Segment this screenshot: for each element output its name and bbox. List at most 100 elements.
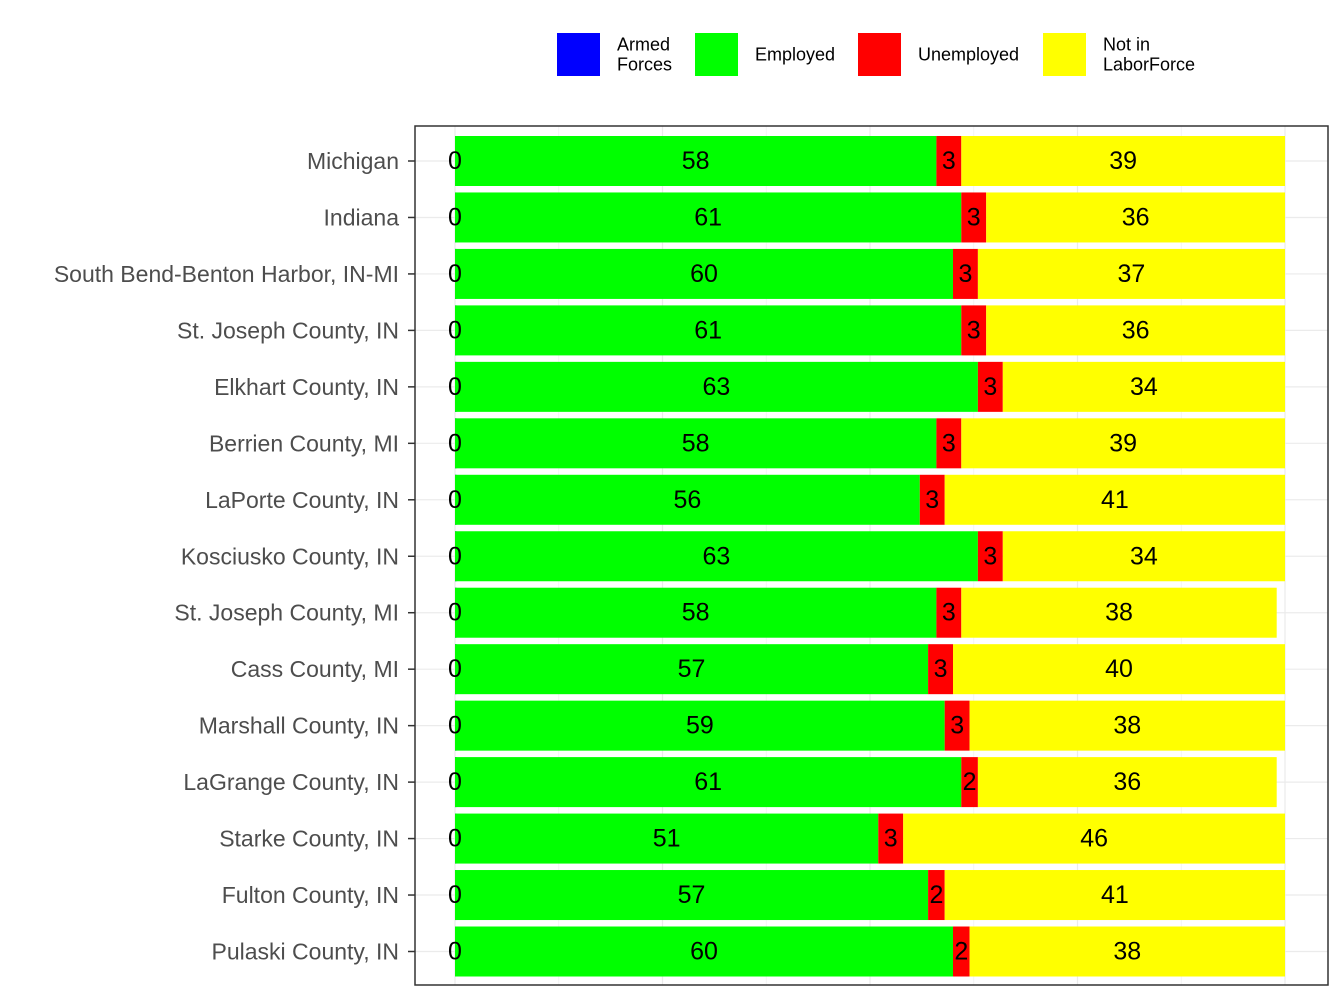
data-label-not-in-laborforce-laporte-county-in: 41 bbox=[1101, 486, 1129, 514]
bar-not-in-laborforce-michigan bbox=[961, 136, 1285, 186]
bar-unemployed-pulaski-county-in bbox=[953, 926, 970, 977]
bar-unemployed-cass-county-mi bbox=[928, 644, 953, 695]
bar-unemployed-lagrange-county-in bbox=[961, 757, 978, 808]
y-axis: Michigan Indiana South Bend-Benton Harbor,… bbox=[54, 148, 415, 965]
bar-employed-lagrange-county-in bbox=[455, 757, 962, 808]
data-label-not-in-laborforce-berrien-county-mi: 39 bbox=[1109, 429, 1137, 457]
data-label-employed-starke-county-in: 51 bbox=[653, 825, 681, 853]
y-tick-label-fulton-county-in: Fulton County, IN bbox=[222, 882, 399, 908]
bar-unemployed-michigan bbox=[936, 136, 962, 186]
data-label-armed-forces-fulton-county-in: 0 bbox=[448, 881, 462, 909]
legend-label-armed-forces: Forces bbox=[617, 55, 672, 75]
bar-unemployed-elkhart-county-in bbox=[977, 361, 1003, 412]
data-label-employed-lagrange-county-in: 61 bbox=[694, 768, 722, 796]
data-label-employed-kosciusko-county-in: 63 bbox=[703, 542, 731, 570]
legend-label-not-in-laborforce: Not in bbox=[1103, 35, 1150, 55]
bar-not-in-laborforce-elkhart-county-in bbox=[1002, 361, 1285, 412]
bar-employed-starke-county-in bbox=[455, 813, 879, 864]
data-label-unemployed-indiana: 3 bbox=[967, 203, 981, 231]
legend-key-not-in-laborforce bbox=[1043, 33, 1086, 76]
bar-employed-pulaski-county-in bbox=[455, 926, 953, 977]
data-label-employed-indiana: 61 bbox=[694, 203, 722, 231]
legend-key-unemployed bbox=[858, 33, 901, 76]
y-tick-label-kosciusko-county-in: Kosciusko County, IN bbox=[181, 543, 399, 569]
y-tick-label-berrien-county-mi: Berrien County, MI bbox=[209, 430, 399, 456]
data-label-unemployed-south-bend-benton-harbor-in-mi: 3 bbox=[958, 260, 972, 288]
data-label-armed-forces-cass-county-mi: 0 bbox=[448, 655, 462, 683]
bar-unemployed-berrien-county-mi bbox=[936, 418, 962, 469]
bar-employed-kosciusko-county-in bbox=[455, 531, 978, 582]
legend-label-employed: Employed bbox=[755, 45, 835, 65]
bar-not-in-laborforce-pulaski-county-in bbox=[969, 926, 1285, 977]
bar-employed-st-joseph-county-mi bbox=[455, 587, 937, 638]
data-label-not-in-laborforce-indiana: 36 bbox=[1122, 203, 1150, 231]
data-label-armed-forces-laporte-county-in: 0 bbox=[448, 486, 462, 514]
legend-item-unemployed: Unemployed bbox=[858, 33, 1019, 76]
data-label-not-in-laborforce-cass-county-mi: 40 bbox=[1105, 655, 1133, 683]
bar-unemployed-laporte-county-in bbox=[919, 474, 945, 525]
data-label-unemployed-pulaski-county-in: 2 bbox=[954, 938, 968, 966]
y-tick-label-cass-county-mi: Cass County, MI bbox=[231, 656, 399, 682]
legend-label-not-in-laborforce: LaborForce bbox=[1103, 55, 1195, 75]
bar-not-in-laborforce-marshall-county-in bbox=[969, 700, 1285, 751]
data-label-unemployed-st-joseph-county-mi: 3 bbox=[942, 599, 956, 627]
data-label-unemployed-berrien-county-mi: 3 bbox=[942, 429, 956, 457]
bar-unemployed-fulton-county-in bbox=[928, 870, 945, 921]
data-label-employed-cass-county-mi: 57 bbox=[678, 655, 706, 683]
data-label-unemployed-marshall-county-in: 3 bbox=[950, 712, 964, 740]
bar-employed-fulton-county-in bbox=[455, 870, 929, 921]
bar-not-in-laborforce-indiana bbox=[986, 192, 1285, 243]
bar-not-in-laborforce-st-joseph-county-mi bbox=[961, 587, 1277, 638]
bar-employed-laporte-county-in bbox=[455, 474, 920, 525]
bar-employed-michigan bbox=[455, 136, 937, 186]
data-label-not-in-laborforce-pulaski-county-in: 38 bbox=[1113, 938, 1141, 966]
data-label-not-in-laborforce-fulton-county-in: 41 bbox=[1101, 881, 1129, 909]
bar-not-in-laborforce-berrien-county-mi bbox=[961, 418, 1285, 469]
data-label-not-in-laborforce-michigan: 39 bbox=[1109, 147, 1137, 175]
data-label-not-in-laborforce-st-joseph-county-in: 36 bbox=[1122, 316, 1150, 344]
data-label-unemployed-kosciusko-county-in: 3 bbox=[983, 542, 997, 570]
legend-label-armed-forces: Armed bbox=[617, 35, 670, 55]
y-tick-label-elkhart-county-in: Elkhart County, IN bbox=[214, 374, 399, 400]
y-tick-label-south-bend-benton-harbor-in-mi: South Bend-Benton Harbor, IN-MI bbox=[54, 261, 399, 287]
bar-unemployed-indiana bbox=[961, 192, 987, 243]
bar-unemployed-starke-county-in bbox=[878, 813, 904, 864]
data-label-armed-forces-pulaski-county-in: 0 bbox=[448, 938, 462, 966]
data-label-unemployed-elkhart-county-in: 3 bbox=[983, 373, 997, 401]
data-label-not-in-laborforce-starke-county-in: 46 bbox=[1080, 825, 1108, 853]
bar-unemployed-st-joseph-county-in bbox=[961, 305, 987, 356]
data-label-employed-fulton-county-in: 57 bbox=[678, 881, 706, 909]
data-label-armed-forces-indiana: 0 bbox=[448, 203, 462, 231]
bar-unemployed-st-joseph-county-mi bbox=[936, 587, 962, 638]
data-label-unemployed-lagrange-county-in: 2 bbox=[963, 768, 977, 796]
data-label-employed-michigan: 58 bbox=[682, 147, 710, 175]
data-label-not-in-laborforce-kosciusko-county-in: 34 bbox=[1130, 542, 1158, 570]
bar-employed-south-bend-benton-harbor-in-mi bbox=[455, 248, 953, 299]
bar-employed-elkhart-county-in bbox=[455, 361, 978, 412]
bar-unemployed-kosciusko-county-in bbox=[977, 531, 1003, 582]
bar-not-in-laborforce-lagrange-county-in bbox=[977, 757, 1277, 808]
data-label-unemployed-michigan: 3 bbox=[942, 147, 956, 175]
bar-employed-cass-county-mi bbox=[455, 644, 929, 695]
bar-employed-st-joseph-county-in bbox=[455, 305, 962, 356]
data-label-armed-forces-berrien-county-mi: 0 bbox=[448, 429, 462, 457]
bar-employed-berrien-county-mi bbox=[455, 418, 937, 469]
data-label-employed-marshall-county-in: 59 bbox=[686, 712, 714, 740]
data-label-employed-elkhart-county-in: 63 bbox=[703, 373, 731, 401]
data-label-not-in-laborforce-st-joseph-county-mi: 38 bbox=[1105, 599, 1133, 627]
bar-not-in-laborforce-fulton-county-in bbox=[944, 870, 1285, 921]
bar-not-in-laborforce-cass-county-mi bbox=[953, 644, 1285, 695]
legend-label-unemployed: Unemployed bbox=[918, 45, 1019, 65]
data-label-not-in-laborforce-lagrange-county-in: 36 bbox=[1113, 768, 1141, 796]
y-tick-label-michigan: Michigan bbox=[307, 148, 399, 174]
legend-item-employed: Employed bbox=[695, 33, 835, 76]
data-label-unemployed-cass-county-mi: 3 bbox=[934, 655, 948, 683]
y-tick-label-pulaski-county-in: Pulaski County, IN bbox=[212, 939, 399, 965]
data-label-armed-forces-st-joseph-county-mi: 0 bbox=[448, 599, 462, 627]
y-tick-label-st-joseph-county-mi: St. Joseph County, MI bbox=[174, 600, 399, 626]
data-label-unemployed-laporte-county-in: 3 bbox=[925, 486, 939, 514]
